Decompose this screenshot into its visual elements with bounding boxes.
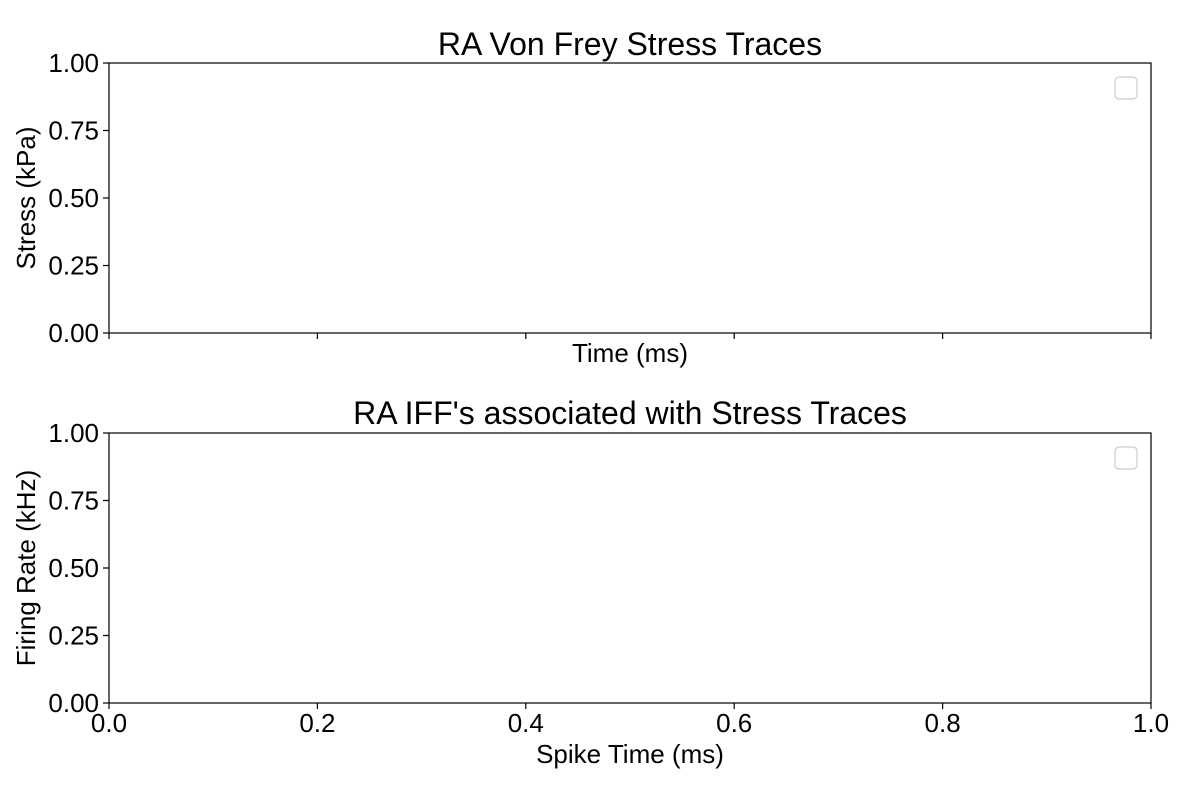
iff-y-tick-label: 0.25 (48, 621, 99, 651)
iff-axis-ticks: 0.0 0.2 0.4 0.6 0.8 1.0 0.00 0.25 0.50 0.75 1.00 (48, 418, 1169, 738)
stress-chart-title: RA Von Frey Stress Traces (438, 26, 822, 62)
stress-y-tick-label: 0.00 (48, 318, 99, 348)
iff-x-axis-label: Spike Time (ms) (536, 739, 724, 769)
stress-axis-ticks: 0.00 0.25 0.50 0.75 1.00 (48, 48, 1152, 348)
iff-y-tick-label: 1.00 (48, 418, 99, 448)
iff-y-tick-label: 0.50 (48, 553, 99, 583)
iff-x-tick-label: 0.4 (508, 708, 544, 738)
iff-x-tick-label: 0.6 (716, 708, 752, 738)
iff-y-tick-label: 0.00 (48, 688, 99, 718)
stress-y-axis-label: Stress (kPa) (11, 126, 41, 269)
stress-legend-box (1114, 76, 1138, 100)
iff-plot-frame (108, 432, 1152, 704)
stress-plot-frame (108, 62, 1152, 334)
iff-chart-title: RA IFF's associated with Stress Traces (353, 395, 907, 431)
stress-traces-panel: RA Von Frey Stress Traces 0.000.250.500.… (11, 26, 1152, 368)
stress-y-tick-label: 0.75 (48, 116, 99, 146)
iff-y-axis-label: Firing Rate (kHz) (11, 470, 41, 666)
stress-y-tick-label: 1.00 (48, 48, 99, 78)
iff-x-tick-label: 1.0 (1133, 708, 1169, 738)
iff-x-tick-label: 0.8 (925, 708, 961, 738)
iff-x-tick-label: 0.2 (299, 708, 335, 738)
iff-legend-box (1114, 446, 1138, 470)
iff-x-tick-label: 0.0 (91, 708, 127, 738)
stress-y-tick-label: 0.25 (48, 251, 99, 281)
stress-x-axis-label: Time (ms) (572, 338, 688, 368)
stress-y-tick-label: 0.50 (48, 183, 99, 213)
iff-panel: RA IFF's associated with Stress Traces 0… (11, 395, 1169, 769)
iff-y-tick-label: 0.75 (48, 486, 99, 516)
